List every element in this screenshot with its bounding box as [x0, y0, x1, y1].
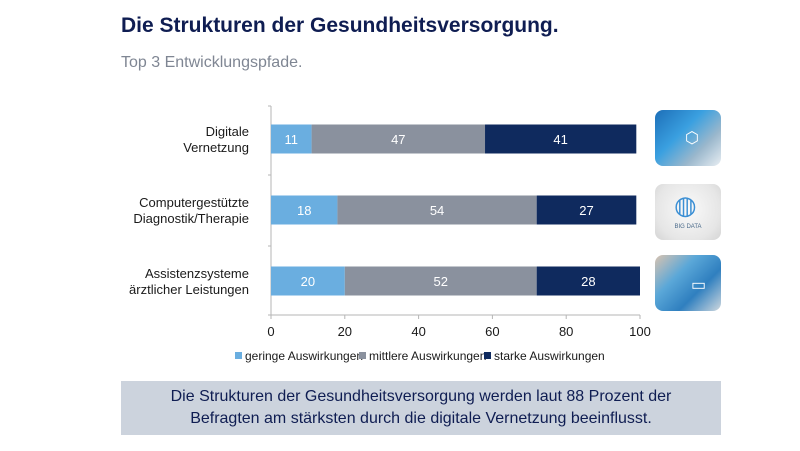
bar-value-label: 54: [430, 203, 444, 218]
x-tick-label: 40: [411, 324, 425, 339]
category-label-line: Digitale: [206, 124, 249, 139]
bar-value-label: 47: [391, 132, 405, 147]
category-label: Computergestützte Diagnostik/Therapie: [133, 195, 249, 226]
thumbnail-digital-network: ⬡: [655, 110, 721, 166]
category-label: Digitale Vernetzung: [183, 124, 249, 155]
bar-segment: [271, 266, 345, 296]
category-label-line: Computergestützte: [139, 195, 249, 210]
x-tick-label: 80: [559, 324, 573, 339]
x-tick-label: 0: [267, 324, 274, 339]
bar-segment: [536, 195, 637, 225]
summary-line-2: Befragten am stärksten durch die digital…: [190, 410, 652, 427]
legend-swatch: [359, 352, 366, 359]
category-label-line: Assistenzsysteme: [145, 266, 249, 281]
legend-swatch: [235, 352, 242, 359]
category-label: Assistenzsysteme ärztlicher Leistungen: [129, 266, 249, 297]
bar-segment: [271, 195, 338, 225]
bar-value-label: 18: [297, 203, 311, 218]
chart-title: Die Strukturen der Gesundheitsversorgung…: [121, 14, 559, 37]
bar-value-label: 11: [285, 132, 299, 147]
category-label-line: Vernetzung: [183, 140, 249, 155]
category-label-line: ärztlicher Leistungen: [129, 282, 249, 297]
network-doctor-icon: ⬡: [685, 130, 699, 147]
bar-value-label: 27: [579, 203, 593, 218]
category-label-line: Diagnostik/Therapie: [133, 211, 249, 226]
bar-segment: [536, 266, 640, 296]
chart-subtitle: Top 3 Entwicklungspfade.: [121, 54, 303, 71]
thumbnail-caption: BIG DATA: [674, 224, 702, 230]
summary-line-1: Die Strukturen der Gesundheitsversorgung…: [170, 388, 672, 405]
legend-label: geringe Auswirkungen: [245, 349, 363, 363]
bar-value-label: 28: [581, 274, 595, 289]
bar-value-label: 52: [434, 274, 448, 289]
bar-segment: [311, 124, 486, 154]
telemedicine-laptop-icon: ▭: [691, 277, 707, 294]
x-tick-label: 60: [485, 324, 499, 339]
legend-swatch: [484, 352, 491, 359]
bar-segment: [344, 266, 537, 296]
bar-segment: [271, 124, 312, 154]
x-tick-label: 100: [629, 324, 651, 339]
thumbnail-big-data: ◍ BIG DATA: [655, 184, 721, 240]
thumbnail-assistance-systems: ▭: [655, 255, 721, 311]
legend-label: starke Auswirkungen: [494, 349, 605, 363]
legend-label: mittlere Auswirkungen: [369, 349, 486, 363]
big-data-globe-icon: ◍: [674, 190, 697, 220]
bar-segment: [337, 195, 537, 225]
bar-segment: [485, 124, 637, 154]
summary-callout: Die Strukturen der Gesundheitsversorgung…: [121, 381, 721, 435]
bar-value-label: 41: [553, 132, 567, 147]
x-tick-label: 20: [338, 324, 352, 339]
bar-value-label: 20: [301, 274, 315, 289]
